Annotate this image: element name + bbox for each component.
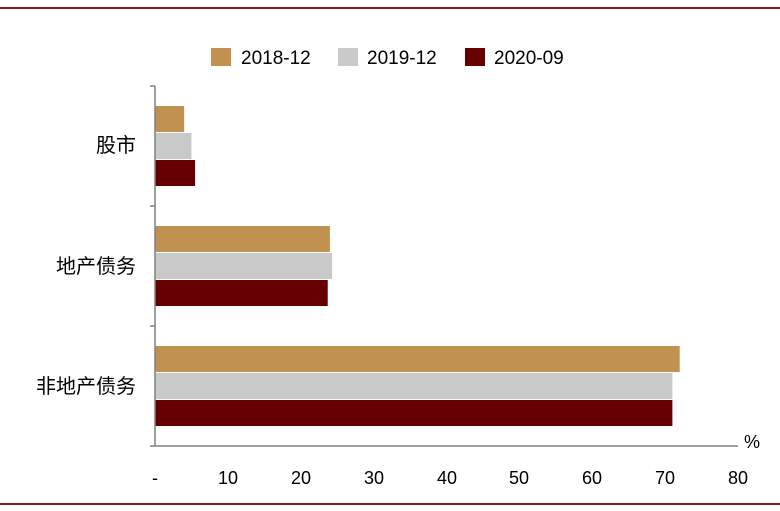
x-tick-label-7: 70	[655, 468, 675, 488]
x-tick-label-2: 20	[291, 468, 311, 488]
legend-label-1: 2019-12	[367, 48, 437, 69]
bar-0-2	[155, 160, 196, 186]
x-tick-label-6: 60	[582, 468, 602, 488]
x-tick-labels: - 10 20 30 40 50 60 70 80	[152, 468, 748, 488]
bars	[155, 106, 680, 426]
category-label-2: 非地产债务	[36, 374, 136, 398]
legend-swatch-0	[211, 48, 231, 66]
bar-0-1	[155, 133, 192, 159]
x-tick-label-4: 40	[437, 468, 457, 488]
bar-2-2	[155, 400, 673, 426]
x-tick-label-5: 50	[509, 468, 529, 488]
bar-2-1	[155, 373, 673, 399]
legend-swatch-2	[465, 48, 485, 66]
x-tick-label-3: 30	[364, 468, 384, 488]
legend-swatch-1	[338, 48, 358, 66]
bar-2-0	[155, 346, 680, 372]
legend-label-2: 2020-09	[494, 48, 564, 69]
x-tick-label-1: 10	[218, 468, 238, 488]
legend-label-0: 2018-12	[241, 48, 311, 69]
bar-0-0	[155, 106, 185, 132]
category-label-0: 股市	[96, 133, 136, 157]
category-labels: 股市 地产债务 非地产债务	[36, 133, 136, 398]
legend: 2018-12 2019-12 2020-09	[211, 48, 564, 69]
bar-1-2	[155, 280, 328, 306]
bar-1-0	[155, 226, 330, 252]
x-unit-label: %	[744, 432, 760, 452]
bar-1-1	[155, 253, 333, 279]
x-tick-label-0: -	[152, 468, 158, 488]
x-tick-label-8: 80	[728, 468, 748, 488]
category-label-1: 地产债务	[56, 254, 136, 278]
